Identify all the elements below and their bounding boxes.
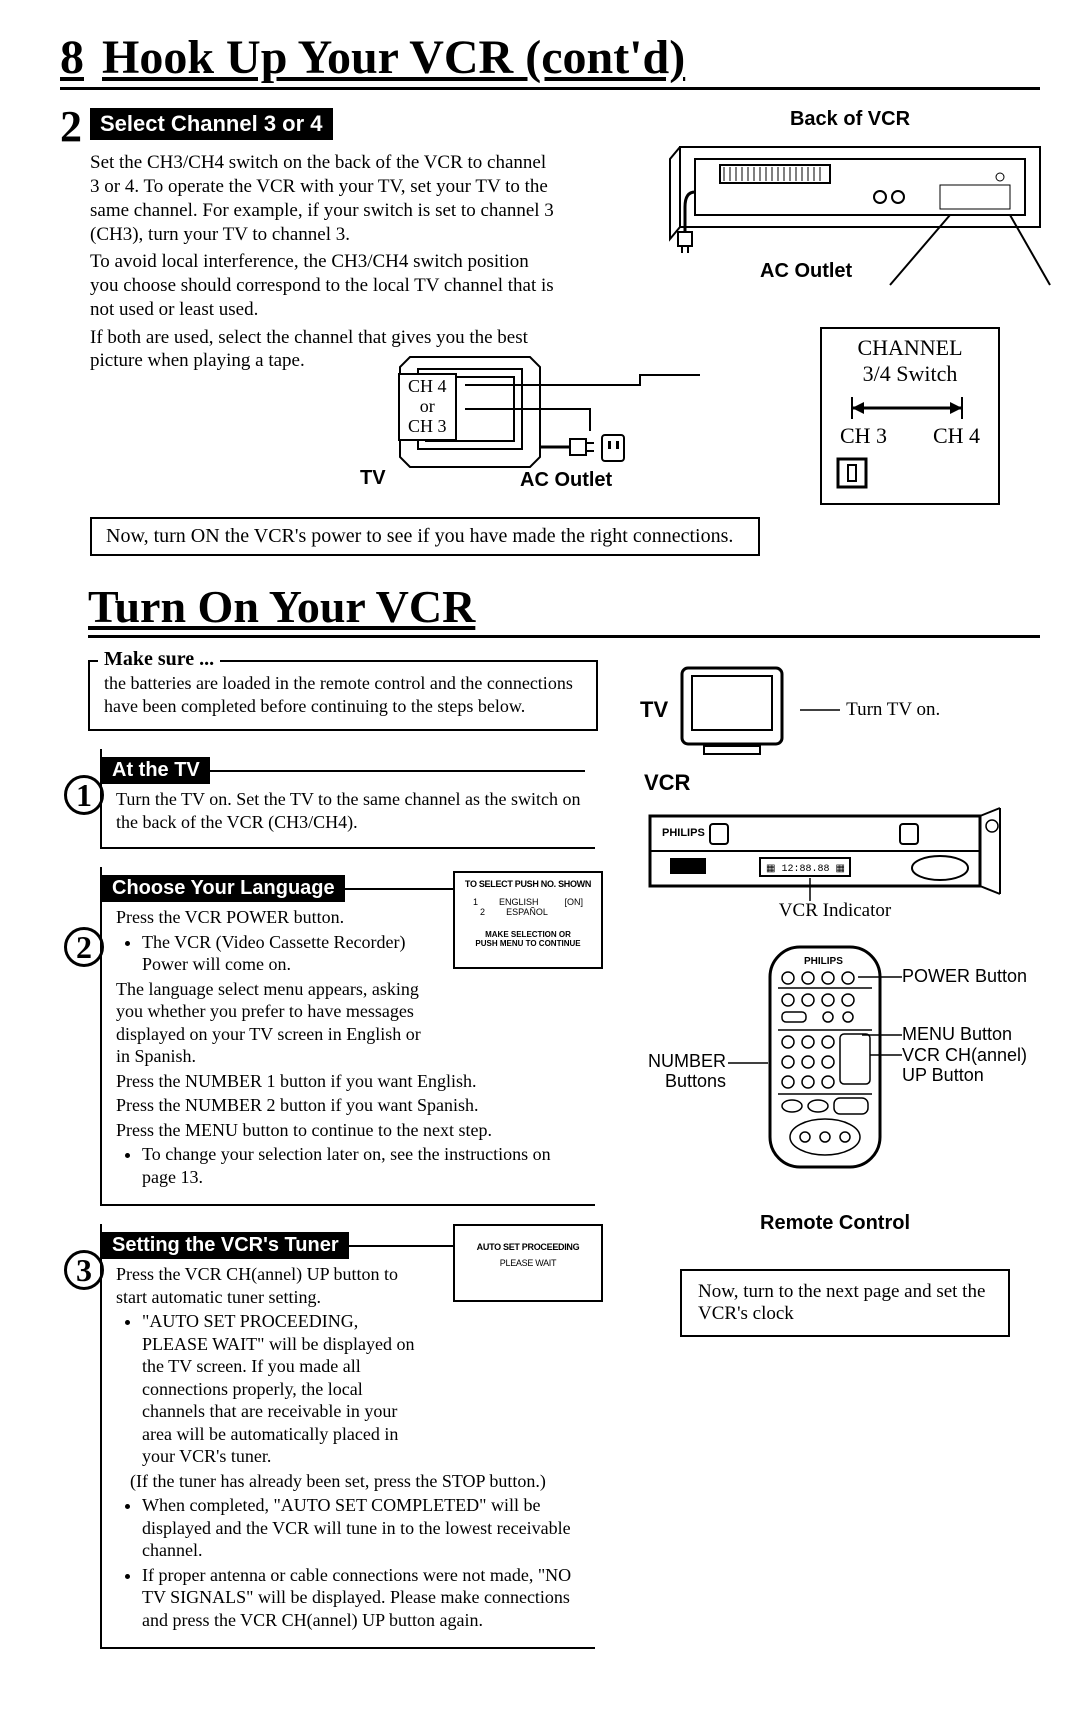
switch-arrow-svg xyxy=(832,393,982,423)
buttons-label: Buttons xyxy=(648,1072,726,1092)
step-chip: Choose Your Language xyxy=(102,875,345,902)
step-2: 2 Choose Your Language TO SELECT PUSH NO… xyxy=(68,867,620,1206)
page-number: 8 xyxy=(60,30,84,85)
step-3: 3 Setting the VCR's Tuner AUTO SET PROCE… xyxy=(68,1224,620,1649)
step-chip: Select Channel 3 or 4 xyxy=(90,108,333,140)
switch-title: CHANNEL xyxy=(832,335,988,361)
step-num: 3 xyxy=(64,1250,104,1290)
page-title: 8 Hook Up Your VCR (cont'd) xyxy=(60,30,1040,90)
page-title-text: Hook Up Your VCR (cont'd) xyxy=(102,30,685,85)
n: [ON] xyxy=(565,897,584,907)
callout-box: Now, turn ON the VCR's power to see if y… xyxy=(90,517,760,556)
power-btn-label: POWER Button xyxy=(902,966,1027,987)
b: If proper antenna or cable connections w… xyxy=(142,1564,585,1632)
switch-sub: 3/4 Switch xyxy=(832,361,988,387)
sw-ch3: CH 3 xyxy=(840,423,887,449)
conn-line-svg xyxy=(460,373,720,493)
svg-text:PHILIPS: PHILIPS xyxy=(804,956,843,967)
up-btn-label: UP Button xyxy=(902,1066,1027,1086)
paren: (If the tuner has already been set, pres… xyxy=(130,1470,585,1493)
back-of-vcr-label: Back of VCR xyxy=(640,108,1060,131)
step-number: 2 xyxy=(60,108,82,145)
vcr-ch-label: VCR CH(annel) xyxy=(902,1046,1027,1066)
number-label: NUMBER xyxy=(648,1052,726,1072)
step-header: 2 Select Channel 3 or 4 xyxy=(60,108,620,145)
tv-label: TV xyxy=(360,467,386,490)
screen-hdr: AUTO SET PROCEEDING xyxy=(461,1242,595,1252)
hookup-body: Set the CH3/CH4 switch on the back of th… xyxy=(90,151,560,373)
b: When completed, "AUTO SET COMPLETED" wil… xyxy=(142,1494,585,1562)
makesure-box: Make sure ... the batteries are loaded i… xyxy=(88,660,598,731)
para: Set the CH3/CH4 switch on the back of th… xyxy=(90,151,560,246)
ch3-label: CH 3 xyxy=(408,417,447,437)
vcr-indicator-label: VCR Indicator xyxy=(640,900,1030,922)
step-1: 1 At the TV Turn the TV on. Set the TV t… xyxy=(68,749,620,849)
screen-hdr: TO SELECT PUSH NO. SHOWN xyxy=(461,879,595,889)
ch-box: CH 4 or CH 3 xyxy=(398,373,457,440)
b: The VCR (Video Cassette Recorder) Power … xyxy=(142,931,426,976)
p: Press the MENU button to continue to the… xyxy=(116,1119,585,1142)
lang-screen: TO SELECT PUSH NO. SHOWN 1 ENGLISH [ON] … xyxy=(453,871,603,969)
svg-text:▦ 12:88.88 ▦: ▦ 12:88.88 ▦ xyxy=(766,864,845,875)
ac-outlet-label: AC Outlet xyxy=(760,260,853,282)
ch4-label: CH 4 xyxy=(408,377,447,397)
final-box: Now, turn to the next page and set the V… xyxy=(680,1269,1010,1337)
leader-line xyxy=(800,700,840,720)
remote-label: Remote Control xyxy=(640,1212,1030,1235)
sw-ch4: CH 4 xyxy=(933,423,980,449)
n: ENGLISH xyxy=(499,897,539,907)
proc-screen: AUTO SET PROCEEDING PLEASE WAIT xyxy=(453,1224,603,1302)
tv-label: TV xyxy=(640,697,668,723)
para: To avoid local interference, the CH3/CH4… xyxy=(90,250,560,321)
or-label: or xyxy=(408,397,447,417)
p: Press the VCR POWER button. xyxy=(116,906,426,929)
f: PUSH MENU TO CONTINUE xyxy=(461,940,595,949)
switch-icon xyxy=(832,453,872,493)
svg-text:PHILIPS: PHILIPS xyxy=(662,827,705,839)
p: Press the VCR CH(annel) UP button to sta… xyxy=(116,1263,416,1308)
screen-sub: PLEASE WAIT xyxy=(461,1258,595,1268)
turnon-section: Make sure ... the batteries are loaded i… xyxy=(60,660,1040,1649)
remote-svg: PHILIPS xyxy=(750,942,900,1182)
p: The language select menu appears, asking… xyxy=(116,978,426,1068)
makesure-legend: Make sure ... xyxy=(98,648,220,671)
n: 2 xyxy=(480,907,485,917)
p: Press the NUMBER 2 button if you want Sp… xyxy=(116,1094,585,1117)
b: "AUTO SET PROCEEDING, PLEASE WAIT" will … xyxy=(142,1310,416,1468)
vcr-back-svg: AC Outlet xyxy=(640,137,1060,327)
switch-box: CHANNEL 3/4 Switch CH 3 CH 4 xyxy=(820,327,1000,505)
n: ESPAÑOL xyxy=(506,907,548,917)
p: Press the NUMBER 1 button if you want En… xyxy=(116,1070,585,1093)
makesure-text: the batteries are loaded in the remote c… xyxy=(104,672,582,717)
step-text: Turn the TV on. Set the TV to the same c… xyxy=(116,788,585,833)
right-column: TV Turn TV on. VCR PHILIPS ▦ 12:88.88 ▦ xyxy=(640,660,1030,1649)
n: 1 xyxy=(473,897,478,907)
vcr-label: VCR xyxy=(644,770,1030,796)
vcr-front-svg: PHILIPS ▦ 12:88.88 ▦ xyxy=(640,796,1010,906)
section-title: Turn On Your VCR xyxy=(88,580,1040,638)
step-chip: Setting the VCR's Tuner xyxy=(102,1232,349,1259)
step-num: 1 xyxy=(64,775,104,815)
step-num: 2 xyxy=(64,927,104,967)
menu-btn-label: MENU Button xyxy=(902,1024,1012,1045)
turn-tv-on: Turn TV on. xyxy=(846,699,940,721)
b: To change your selection later on, see t… xyxy=(142,1143,585,1188)
tv-mini-svg xyxy=(674,660,794,760)
step-chip: At the TV xyxy=(102,757,210,784)
